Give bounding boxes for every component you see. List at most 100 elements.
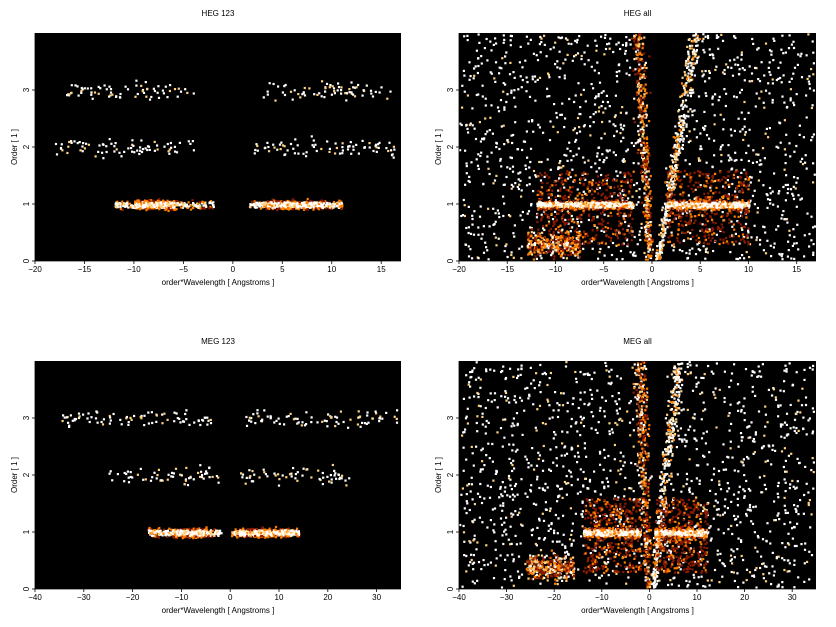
wedge-point (683, 88, 686, 91)
x-tick-label: 15 (377, 265, 386, 274)
band-point (141, 148, 145, 151)
halo-point (705, 212, 708, 215)
band-point (333, 205, 336, 208)
background-point (596, 226, 599, 229)
background-point (467, 179, 470, 183)
band-point (132, 144, 135, 147)
background-point (771, 98, 774, 102)
background-point (699, 145, 702, 148)
background-point (595, 49, 598, 52)
band-point (273, 146, 276, 149)
background-point (512, 133, 515, 137)
wedge-point (638, 114, 641, 117)
background-point (747, 144, 750, 147)
halo-point (736, 185, 739, 188)
band-point (353, 86, 356, 89)
band-point (281, 91, 284, 94)
background-point (704, 35, 707, 38)
background-point (531, 119, 534, 122)
band-point (329, 205, 332, 208)
halo-point (549, 194, 552, 197)
halo-point (734, 195, 737, 198)
background-point (755, 92, 758, 95)
background-point (567, 222, 570, 225)
halo-point (716, 228, 719, 231)
wedge-point (644, 159, 647, 162)
band-point (328, 86, 331, 89)
halo-point (740, 183, 743, 186)
band-point (293, 152, 296, 155)
background-point (607, 246, 610, 249)
halo-point (622, 217, 625, 220)
background-point (578, 126, 581, 129)
background-point (777, 146, 780, 149)
wedge-point (678, 148, 681, 151)
background-point (535, 54, 538, 57)
halo-point (695, 234, 698, 237)
background-point (632, 144, 636, 147)
band-point (335, 146, 338, 150)
background-point (798, 124, 801, 127)
halo-point (736, 170, 739, 173)
halo-point (686, 210, 690, 213)
background-point (624, 49, 627, 53)
background-point (499, 99, 503, 102)
halo-point (670, 210, 673, 213)
halo-point (719, 228, 722, 231)
band-point (131, 139, 134, 142)
wedge-point (683, 70, 686, 74)
band-point (349, 141, 352, 144)
background-point (721, 71, 725, 74)
background-point (810, 68, 813, 71)
background-point (747, 159, 750, 163)
halo-point (603, 183, 606, 186)
band-point (611, 202, 614, 205)
wedge-point (637, 79, 640, 82)
background-point (748, 65, 751, 68)
background-point (461, 214, 465, 217)
wedge-point (658, 224, 661, 227)
halo-point (537, 189, 540, 192)
halo-point (576, 194, 579, 197)
band-point (571, 208, 574, 211)
wedge-point (689, 69, 692, 72)
background-point (762, 101, 765, 104)
halo-point (563, 221, 566, 224)
background-point (488, 225, 491, 228)
background-point (757, 78, 760, 81)
background-point (503, 106, 506, 109)
background-point (791, 244, 794, 247)
band-point (201, 202, 204, 205)
band-point (595, 208, 598, 211)
band-point (105, 88, 108, 91)
halo-point (567, 173, 570, 176)
wedge-point (646, 195, 649, 198)
background-point (611, 241, 615, 245)
background-point (683, 175, 686, 178)
band-point (257, 203, 260, 206)
halo-point (737, 184, 741, 187)
halo-point (567, 218, 570, 221)
wedge-point (644, 233, 647, 237)
wedge-point (690, 69, 693, 72)
wedge-point (644, 185, 647, 188)
band-point (157, 203, 160, 206)
halo-point (589, 238, 592, 241)
band-point (93, 91, 97, 94)
background-point (614, 124, 617, 128)
background-point (684, 117, 687, 120)
wedge-point (640, 130, 643, 133)
wedge-point (658, 245, 662, 248)
background-point (567, 42, 570, 45)
background-point (538, 126, 541, 129)
wedge-point (643, 151, 646, 154)
background-point (688, 210, 691, 213)
wedge-point (663, 202, 667, 205)
band-point (129, 204, 132, 207)
band-point (337, 82, 340, 85)
wedge-point (636, 41, 639, 44)
background-point (615, 130, 618, 133)
background-point (560, 166, 563, 169)
background-point (556, 66, 559, 69)
background-point (555, 111, 558, 115)
